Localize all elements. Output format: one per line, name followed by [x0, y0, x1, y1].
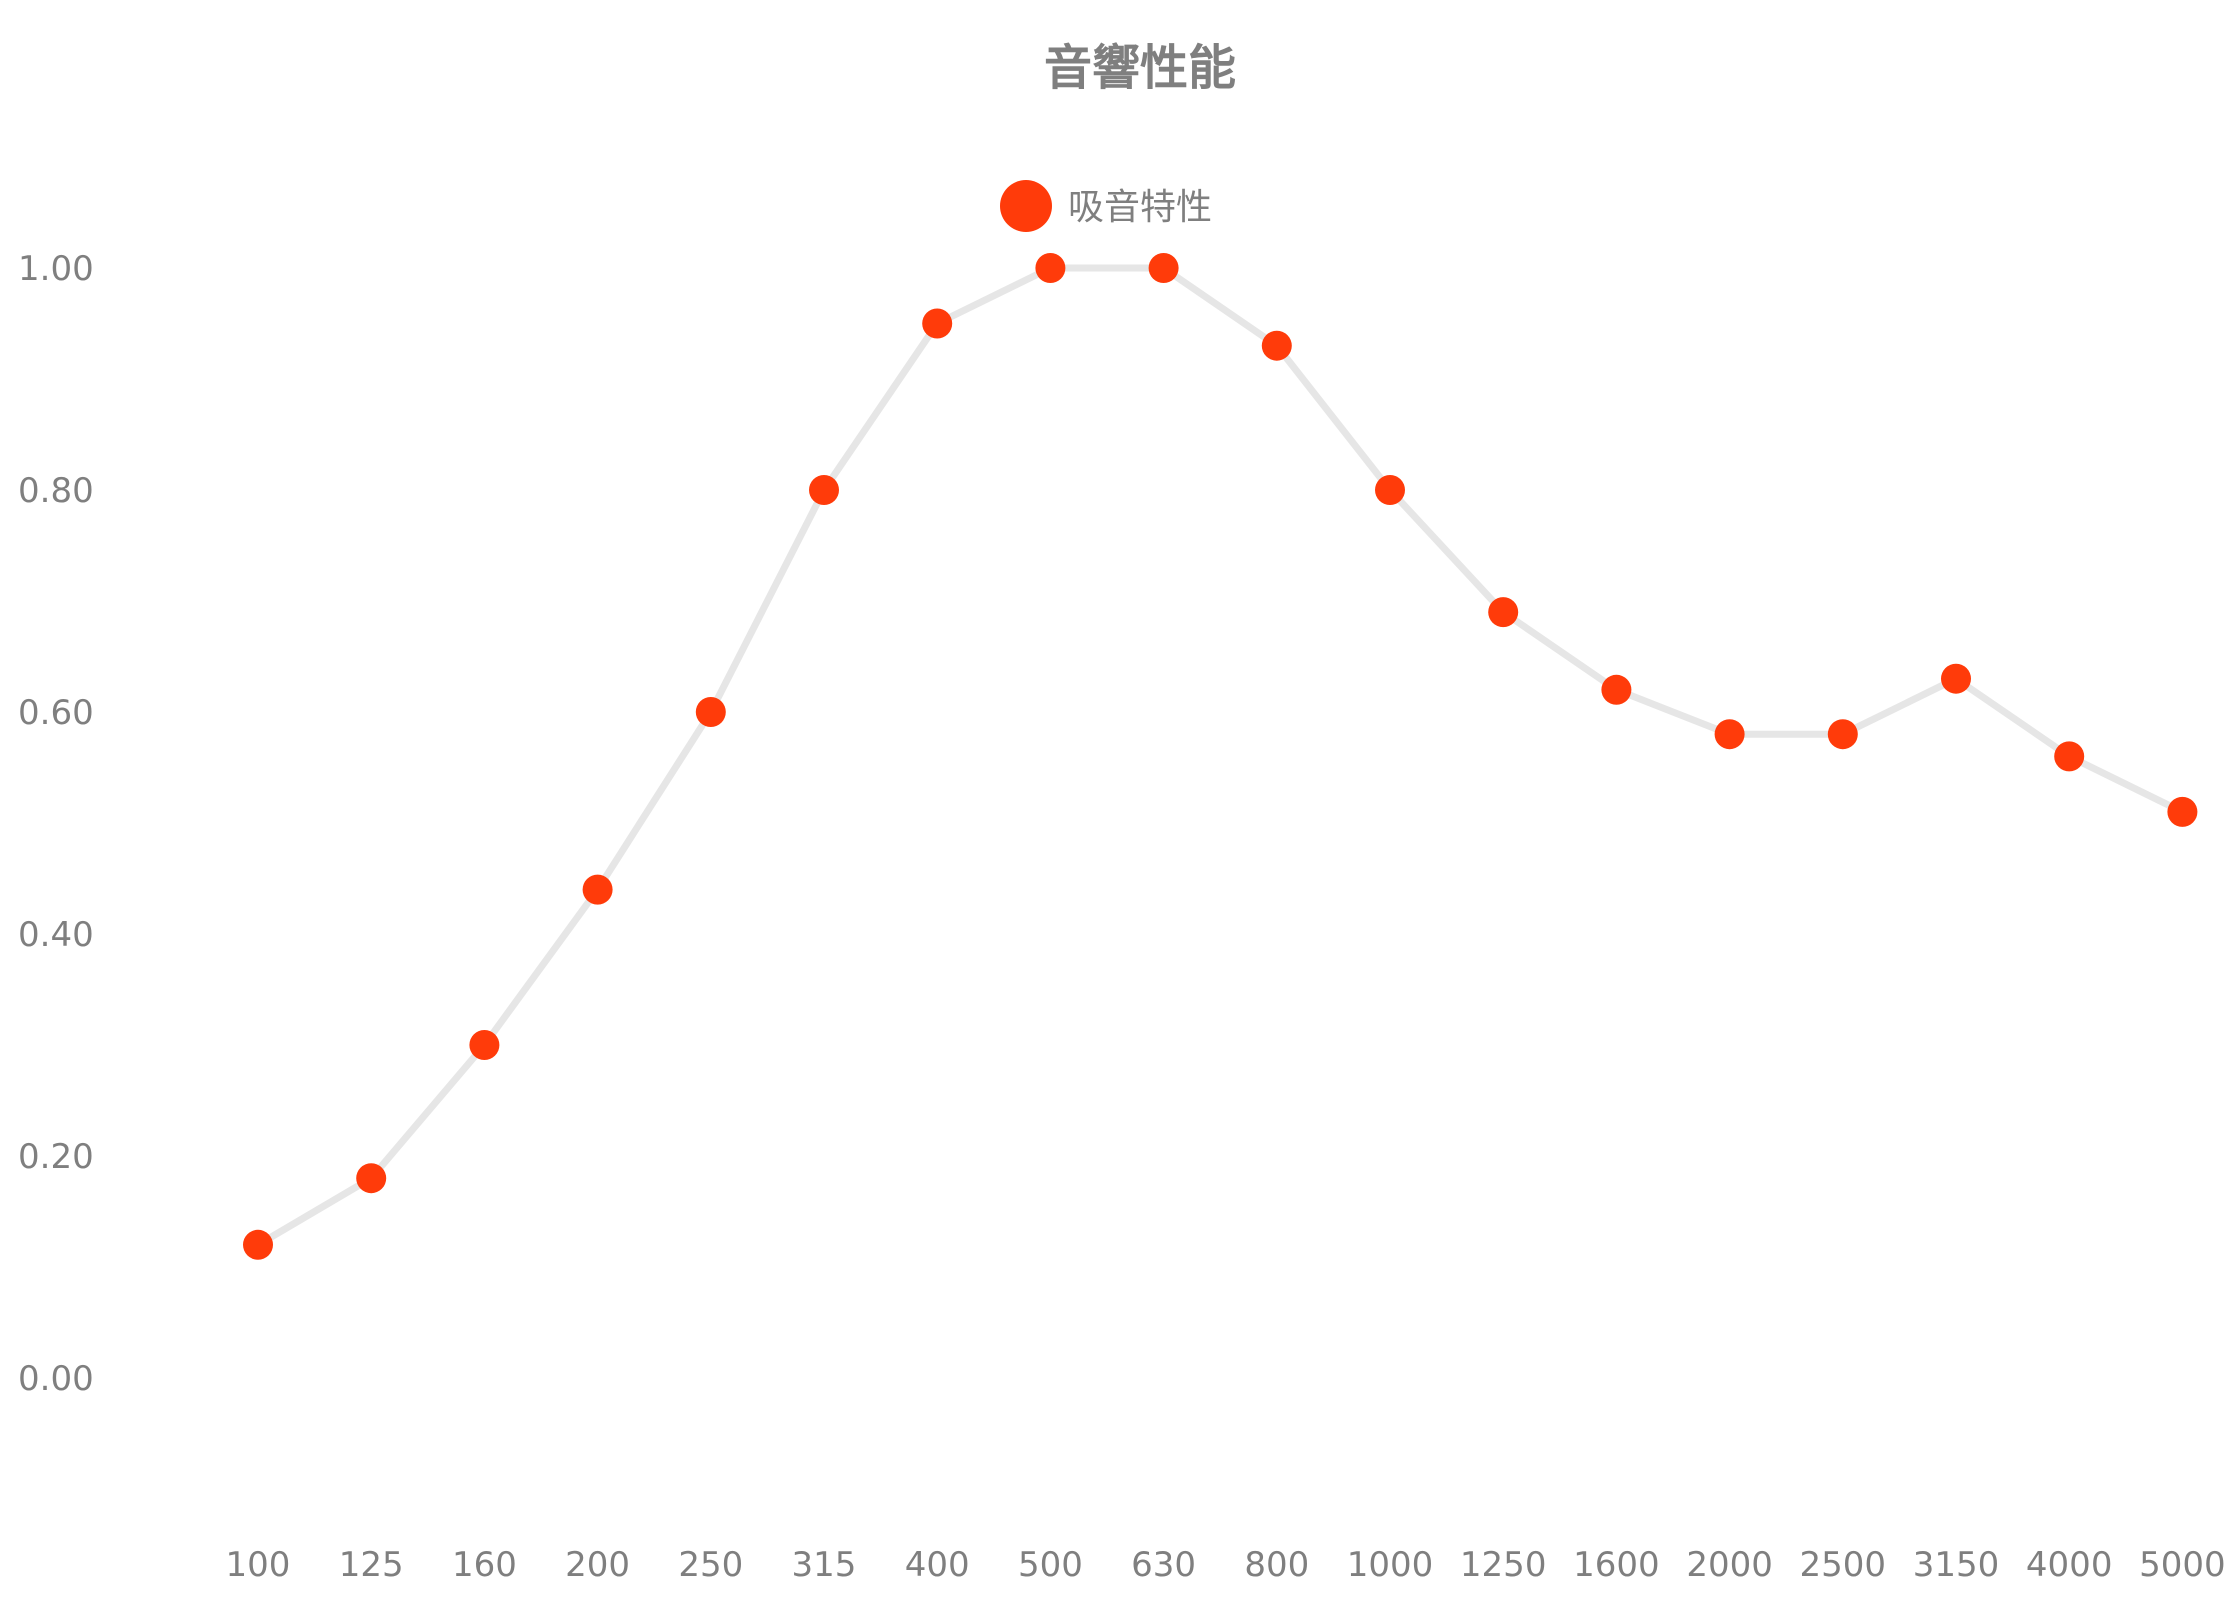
data-point[interactable]: [922, 308, 953, 339]
legend-marker: [1000, 180, 1052, 232]
data-point[interactable]: [809, 475, 839, 505]
plot-area: [243, 253, 2198, 1260]
legend[interactable]: 吸音特性: [1000, 180, 1212, 232]
chart-title: 音響性能: [1044, 40, 1236, 96]
x-tick-label: 315: [792, 1545, 857, 1585]
x-tick-label: 2500: [1800, 1545, 1887, 1585]
data-point[interactable]: [1375, 475, 1405, 505]
x-tick-label: 4000: [2026, 1545, 2113, 1585]
data-point[interactable]: [2167, 796, 2198, 827]
data-point[interactable]: [1601, 674, 1632, 705]
x-tick-label: 5000: [2139, 1545, 2226, 1585]
data-point[interactable]: [1488, 597, 1519, 628]
data-point[interactable]: [356, 1163, 387, 1194]
x-tick-label: 125: [339, 1545, 404, 1585]
x-tick-label: 800: [1244, 1545, 1309, 1585]
y-tick-label: 1.00: [18, 249, 94, 289]
y-tick-label: 0.40: [18, 915, 94, 955]
series-line: [256, 264, 2184, 1248]
x-tick-label: 400: [905, 1545, 970, 1585]
x-tick-label: 1600: [1573, 1545, 1660, 1585]
x-tick-label: 3150: [1913, 1545, 2000, 1585]
x-tick-label: 1000: [1347, 1545, 1434, 1585]
x-tick-label: 160: [452, 1545, 517, 1585]
data-point[interactable]: [1941, 663, 1971, 694]
data-point[interactable]: [2054, 741, 2085, 772]
x-tick-label: 500: [1018, 1545, 1083, 1585]
x-tick-label: 2000: [1686, 1545, 1773, 1585]
data-point[interactable]: [243, 1229, 273, 1260]
data-point[interactable]: [1827, 719, 1858, 750]
y-tick-label: 0.80: [18, 471, 94, 511]
x-tick-label: 630: [1131, 1545, 1196, 1585]
data-point[interactable]: [469, 1030, 500, 1060]
x-tick-label: 200: [565, 1545, 630, 1585]
y-tick-label: 0.60: [18, 693, 94, 733]
x-axis: 100 125 160 200 250 315 400 500 630 800 1000 1250 16…: [226, 1545, 2226, 1585]
x-tick-label: 250: [678, 1545, 743, 1585]
series-markers: [243, 253, 2198, 1260]
data-point[interactable]: [1714, 719, 1745, 750]
y-axis: 0.00 0.20 0.40 0.60 0.80 1.00: [18, 249, 94, 1399]
legend-label: 吸音特性: [1068, 187, 1212, 228]
y-tick-label: 0.20: [18, 1137, 94, 1177]
x-tick-label: 1250: [1460, 1545, 1547, 1585]
x-tick-label: 100: [226, 1545, 291, 1585]
data-point[interactable]: [1148, 253, 1179, 283]
data-point[interactable]: [1035, 253, 1066, 283]
data-point[interactable]: [582, 874, 613, 905]
y-tick-label: 0.00: [18, 1359, 94, 1399]
data-point[interactable]: [695, 697, 726, 727]
data-point[interactable]: [1261, 330, 1292, 361]
